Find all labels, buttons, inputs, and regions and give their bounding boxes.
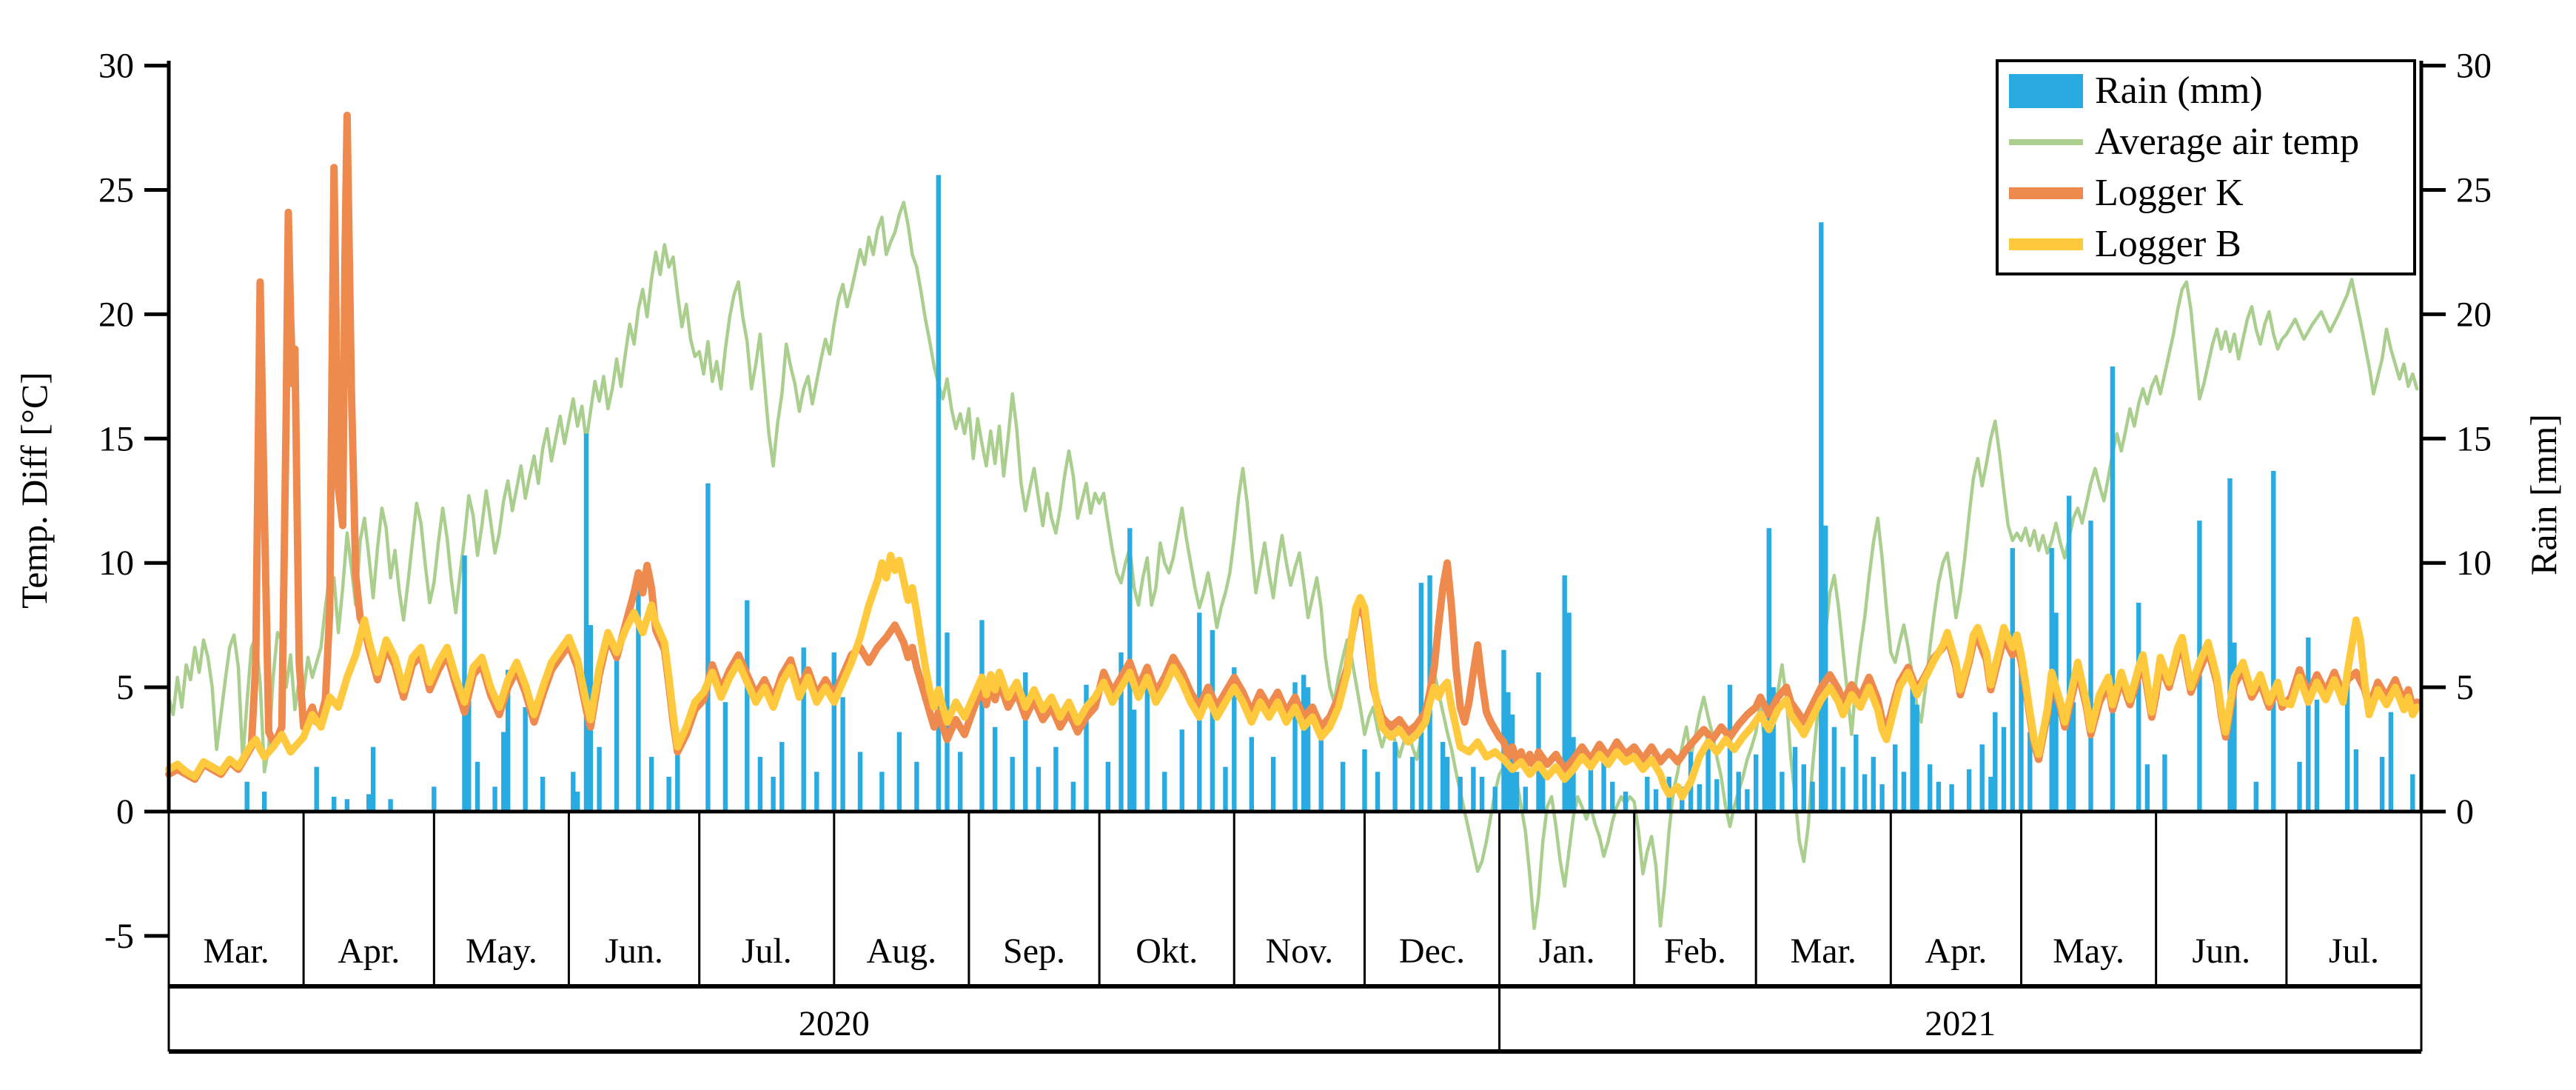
logger-b-line-swatch-icon (2009, 238, 2083, 250)
svg-text:Apr.: Apr. (338, 932, 400, 971)
svg-text:Dec.: Dec. (1399, 932, 1465, 971)
svg-text:Jun.: Jun. (2192, 932, 2250, 971)
svg-text:Sep.: Sep. (1003, 932, 1065, 971)
legend-item-average-air-temp: Average air temp (2009, 119, 2413, 165)
svg-text:30: 30 (2456, 47, 2492, 86)
logger-k-line-swatch-icon (2009, 187, 2083, 199)
svg-text:25: 25 (2456, 171, 2492, 210)
svg-text:Mar.: Mar. (203, 932, 269, 971)
svg-text:25: 25 (98, 171, 134, 210)
series-layer (165, 111, 2421, 931)
air-temp-line-swatch-icon (2009, 138, 2083, 145)
svg-text:10: 10 (2456, 544, 2492, 583)
legend-box: Rain (mm) Average air temp Logger K Logg… (1996, 59, 2416, 275)
left-axis-title: Temp. Diff [°C] (13, 372, 55, 609)
axis-text-layer: 30 25 20 15 10 5 0 -5 30 25 20 15 10 5 0 Mar. Apr. May. Ju… (98, 47, 2492, 1043)
legend-label: Rain (mm) (2095, 69, 2263, 112)
svg-text:20: 20 (2456, 295, 2492, 334)
legend-label: Logger B (2095, 222, 2241, 265)
svg-text:Apr.: Apr. (1925, 932, 1987, 971)
legend-label: Logger K (2095, 171, 2244, 214)
svg-text:15: 15 (98, 419, 134, 458)
svg-text:Aug.: Aug. (867, 932, 937, 971)
legend-item-rain: Rain (mm) (2009, 68, 2413, 114)
svg-text:Mar.: Mar. (1791, 932, 1856, 971)
svg-text:2020: 2020 (799, 1004, 870, 1043)
svg-text:Feb.: Feb. (1664, 932, 1726, 971)
rain-swatch-icon (2009, 73, 2083, 108)
svg-text:-5: -5 (104, 917, 134, 956)
svg-text:15: 15 (2456, 419, 2492, 458)
svg-text:2021: 2021 (1925, 1004, 1996, 1043)
svg-text:10: 10 (98, 544, 134, 583)
svg-text:0: 0 (116, 792, 134, 832)
legend-item-logger-k: Logger K (2009, 170, 2413, 216)
right-axis-title: Rain [mm] (2523, 413, 2564, 576)
svg-text:Jul.: Jul. (2329, 932, 2379, 971)
svg-text:Okt.: Okt. (1136, 932, 1198, 971)
svg-text:Jul.: Jul. (742, 932, 792, 971)
axes-layer (144, 61, 2446, 1054)
legend-item-logger-b: Logger B (2009, 221, 2413, 267)
legend-label: Average air temp (2095, 120, 2360, 163)
svg-text:20: 20 (98, 295, 134, 334)
svg-text:May.: May. (466, 932, 537, 971)
svg-text:30: 30 (98, 47, 134, 86)
svg-text:Jun.: Jun. (605, 932, 663, 971)
svg-text:May.: May. (2053, 932, 2124, 971)
svg-text:Jan.: Jan. (1539, 932, 1595, 971)
svg-text:Nov.: Nov. (1266, 932, 1334, 971)
svg-text:5: 5 (116, 668, 134, 707)
svg-text:0: 0 (2456, 792, 2474, 832)
svg-text:5: 5 (2456, 668, 2474, 707)
